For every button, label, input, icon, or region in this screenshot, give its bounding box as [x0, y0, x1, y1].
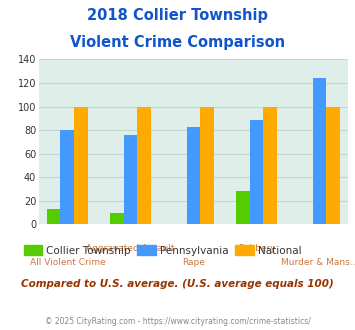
Bar: [186, 127, 201, 224]
Bar: [236, 191, 250, 224]
Bar: [60, 130, 74, 224]
Text: Murder & Mans...: Murder & Mans...: [281, 258, 355, 267]
Text: 2018 Collier Township: 2018 Collier Township: [87, 8, 268, 23]
Legend: Collier Township, Pennsylvania, National: Collier Township, Pennsylvania, National: [20, 241, 306, 260]
Text: Violent Crime Comparison: Violent Crime Comparison: [70, 35, 285, 50]
Bar: [327, 107, 340, 224]
Bar: [110, 213, 124, 224]
Text: © 2025 CityRating.com - https://www.cityrating.com/crime-statistics/: © 2025 CityRating.com - https://www.city…: [45, 317, 310, 326]
Text: All Violent Crime: All Violent Crime: [29, 258, 105, 267]
Bar: [74, 107, 88, 224]
Bar: [250, 119, 263, 224]
Text: Robbery: Robbery: [238, 244, 275, 253]
Text: Rape: Rape: [182, 258, 205, 267]
Bar: [124, 135, 137, 224]
Bar: [201, 107, 214, 224]
Text: Compared to U.S. average. (U.S. average equals 100): Compared to U.S. average. (U.S. average …: [21, 279, 334, 289]
Bar: [47, 209, 60, 224]
Bar: [263, 107, 277, 224]
Text: Aggravated Assault: Aggravated Assault: [86, 244, 175, 253]
Bar: [137, 107, 151, 224]
Bar: [313, 78, 327, 224]
